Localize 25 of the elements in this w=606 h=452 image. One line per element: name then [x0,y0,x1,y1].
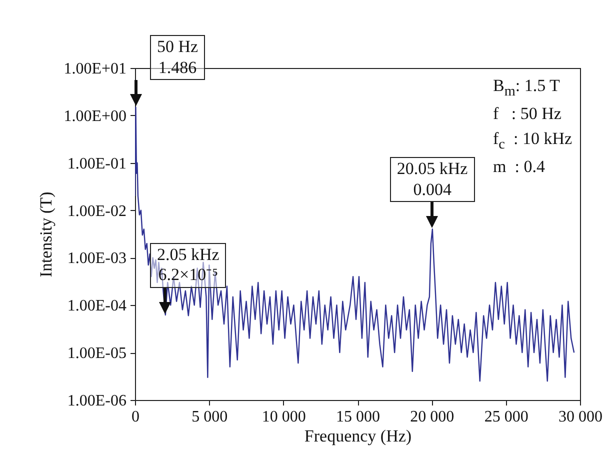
line-series [135,106,575,382]
annotation: f : 50 Hz [493,104,562,123]
y-tick-label: 1.00E-05 [67,345,126,362]
y-tick-label: 1.00E-06 [67,392,126,410]
annotation: 2.05 kHz 6.2×10⁻⁵ [150,242,226,288]
annotation: B$_{m}$: 1.5 T [493,76,560,100]
annotation: f$_{c}$ : 10 kHz [493,128,572,152]
y-tick-label: 1.00E-01 [67,155,126,172]
y-tick-label: 1.00E+00 [64,108,126,125]
x-tick-label: 30 000 [558,408,602,426]
x-tick-label: 25 000 [484,408,528,426]
y-axis-title: Intensity (T) [36,192,56,278]
y-tick-label: 1.00E-04 [67,298,126,315]
annotation: m : 0.4 [493,156,545,176]
y-tick-label: 1.00E+01 [64,60,126,78]
y-tick-label: 1.00E-02 [67,202,126,220]
annotation: 20.05 kHz 0.004 [390,157,475,202]
y-tick-label: 1.00E-03 [67,250,126,268]
x-axis-title: Frequency (Hz) [304,426,412,446]
x-tick-label: 10 000 [262,408,306,426]
x-tick-label: 0 [132,408,140,426]
x-tick-label: 15 000 [336,408,380,426]
x-tick-label: 20 000 [410,408,454,426]
annotation: 50 Hz 1.486 [150,35,206,80]
x-tick-label: 5 000 [192,408,228,426]
